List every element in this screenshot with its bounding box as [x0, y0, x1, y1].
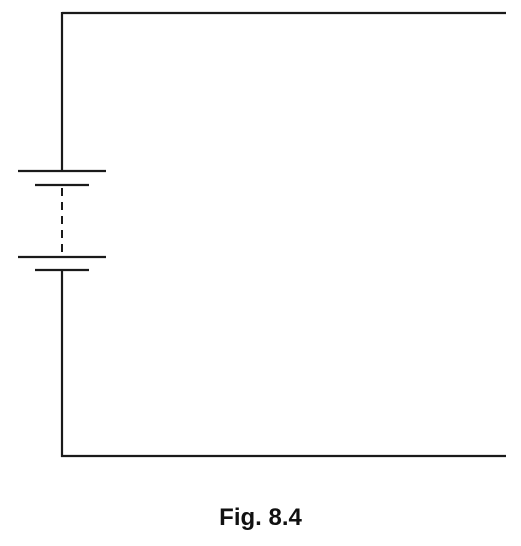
figure-caption: Fig. 8.4 [219, 504, 302, 531]
battery [18, 169, 106, 272]
